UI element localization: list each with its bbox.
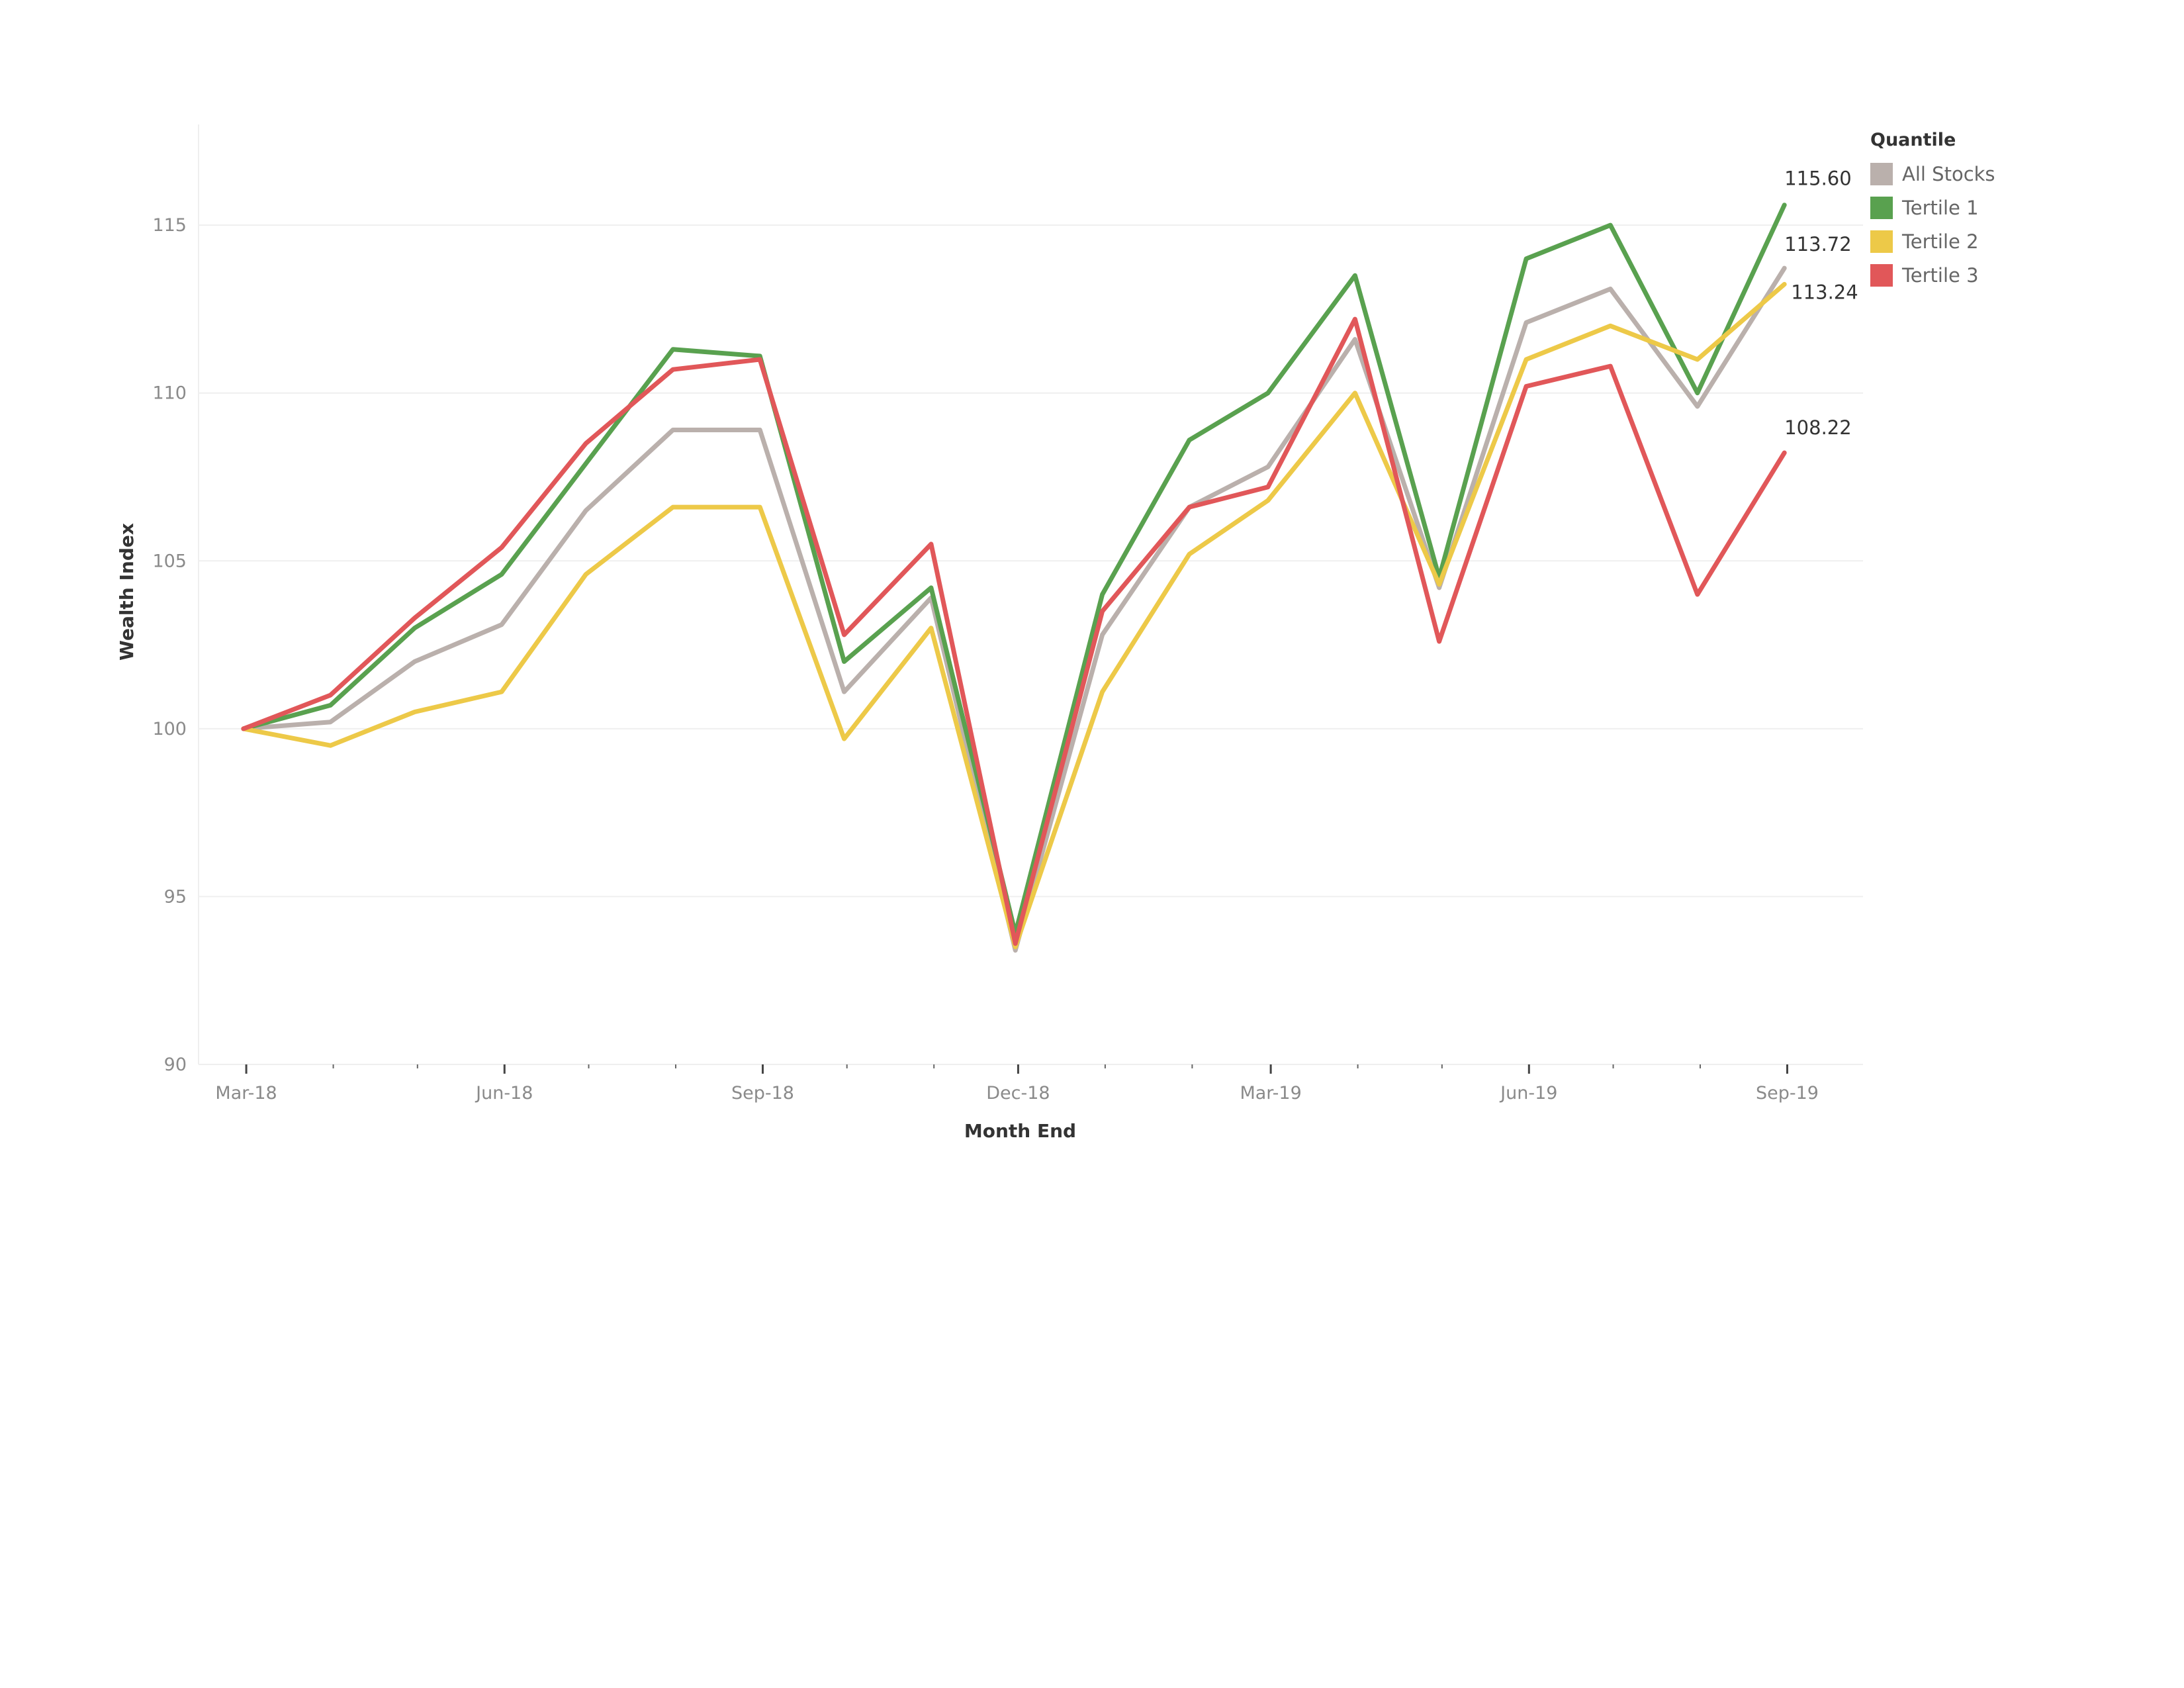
x-tick-label: Dec-18 [986, 1083, 1050, 1103]
legend-label: Tertile 1 [1902, 196, 1979, 219]
series-line-tertile-3 [241, 316, 1787, 946]
end-label-tertile-1: 115.60 [1784, 167, 1851, 190]
y-tick-label: 95 [164, 886, 187, 907]
legend-item-all-stocks[interactable]: All Stocks [1870, 157, 1995, 191]
legend-items: All Stocks Tertile 1 Tertile 2 Tertile 3 [1870, 157, 1995, 292]
x-tick-label: Jun-19 [1499, 1083, 1557, 1103]
legend-item-tertile-1[interactable]: Tertile 1 [1870, 191, 1995, 224]
legend-swatch [1870, 196, 1893, 219]
y-axis-title: Wealth Index [116, 523, 138, 661]
legend-swatch [1870, 263, 1893, 287]
series-line-all-stocks [241, 265, 1787, 953]
legend-swatch [1870, 230, 1893, 253]
legend-item-tertile-2[interactable]: Tertile 2 [1870, 224, 1995, 258]
series-lines [241, 203, 1787, 953]
y-axis: 90 95 100 105 110 115 [152, 124, 199, 1075]
y-tick-label: 105 [152, 551, 187, 571]
legend-label: Tertile 2 [1902, 230, 1979, 253]
legend-item-tertile-3[interactable]: Tertile 3 [1870, 258, 1995, 292]
x-tick-label: Sep-19 [1756, 1083, 1819, 1103]
y-tick-label: 110 [152, 383, 187, 404]
x-axis: Mar-18 Jun-18 Sep-18 Dec-18 Mar-19 Jun-19 Sep-… [199, 1064, 1863, 1103]
legend: Quantile All Stocks Tertile 1 Tertile 2 Ter… [1870, 130, 1995, 292]
legend-swatch [1870, 162, 1893, 185]
end-labels: 113.72 115.60 113.24 108.22 [1784, 167, 1858, 439]
y-tick-label: 100 [152, 719, 187, 739]
gridlines [199, 224, 1863, 898]
x-tick-label: Mar-19 [1240, 1083, 1301, 1103]
x-tick-label: Sep-18 [731, 1083, 794, 1103]
x-axis-title: Month End [964, 1120, 1076, 1142]
legend-label: All Stocks [1902, 162, 1995, 185]
legend-label: Tertile 3 [1902, 263, 1979, 287]
x-tick-label: Jun-18 [475, 1083, 533, 1103]
series-line-tertile-2 [241, 281, 1787, 949]
end-label-all-stocks: 113.72 [1784, 233, 1851, 256]
x-tick-label: Mar-18 [215, 1083, 277, 1103]
y-tick-label: 90 [164, 1055, 187, 1075]
end-label-tertile-2: 113.24 [1791, 281, 1858, 303]
legend-title: Quantile [1870, 130, 1956, 150]
y-tick-label: 115 [152, 215, 187, 236]
end-label-tertile-3: 108.22 [1784, 416, 1851, 439]
